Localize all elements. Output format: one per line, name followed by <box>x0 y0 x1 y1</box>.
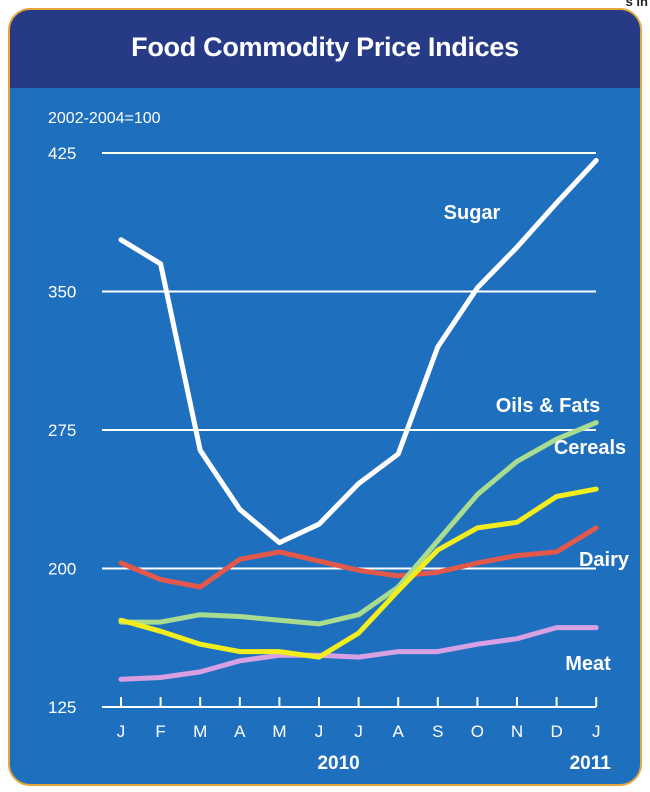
series-line-oils-fats <box>118 420 599 627</box>
x-tick-label-0: J <box>117 722 126 741</box>
x-tick-label-3: A <box>234 722 246 741</box>
line-chart: 2002-2004=100 125 200 275 350 425 J F M A M J J A S O N D… <box>48 110 630 774</box>
series-label-meat: Meat <box>565 653 611 675</box>
series-label-sugar: Sugar <box>444 202 501 224</box>
y-tick-label-125: 125 <box>48 698 76 717</box>
x-tick-label-2: M <box>193 722 207 741</box>
corner-text: s in <box>625 0 648 9</box>
x-tick-label-6: J <box>354 722 363 741</box>
year-label-2011: 2011 <box>570 753 612 774</box>
series-line-sugar <box>118 157 599 546</box>
year-label-2010: 2010 <box>317 753 359 774</box>
series-label-dairy: Dairy <box>579 549 630 571</box>
x-tick-label-9: O <box>471 722 484 741</box>
chart-title: Food Commodity Price Indices <box>131 32 519 62</box>
y-tick-label-350: 350 <box>48 283 76 302</box>
x-tick-label-4: M <box>272 722 286 741</box>
chart-frame: Food Commodity Price Indices 2002-2004=1… <box>8 8 642 786</box>
title-bar: Food Commodity Price Indices <box>10 10 640 88</box>
series-line-cereals <box>118 486 599 660</box>
series-line-meat <box>118 625 599 682</box>
x-tick-label-12: J <box>592 722 601 741</box>
x-tick-label-8: S <box>432 722 443 741</box>
x-tick-label-5: J <box>315 722 324 741</box>
y-tick-label-425: 425 <box>48 144 76 163</box>
x-tick-label-1: F <box>155 722 165 741</box>
x-tick-label-10: N <box>511 722 523 741</box>
x-tick-label-11: D <box>550 722 562 741</box>
x-tick-label-7: A <box>393 722 405 741</box>
y-tick-label-275: 275 <box>48 421 76 440</box>
series-label-oils-fats: Oils & Fats <box>496 395 600 417</box>
series-line-dairy <box>118 525 599 590</box>
y-tick-label-200: 200 <box>48 560 76 579</box>
unit-label: 2002-2004=100 <box>48 110 161 127</box>
series-label-cereals: Cereals <box>554 437 626 459</box>
